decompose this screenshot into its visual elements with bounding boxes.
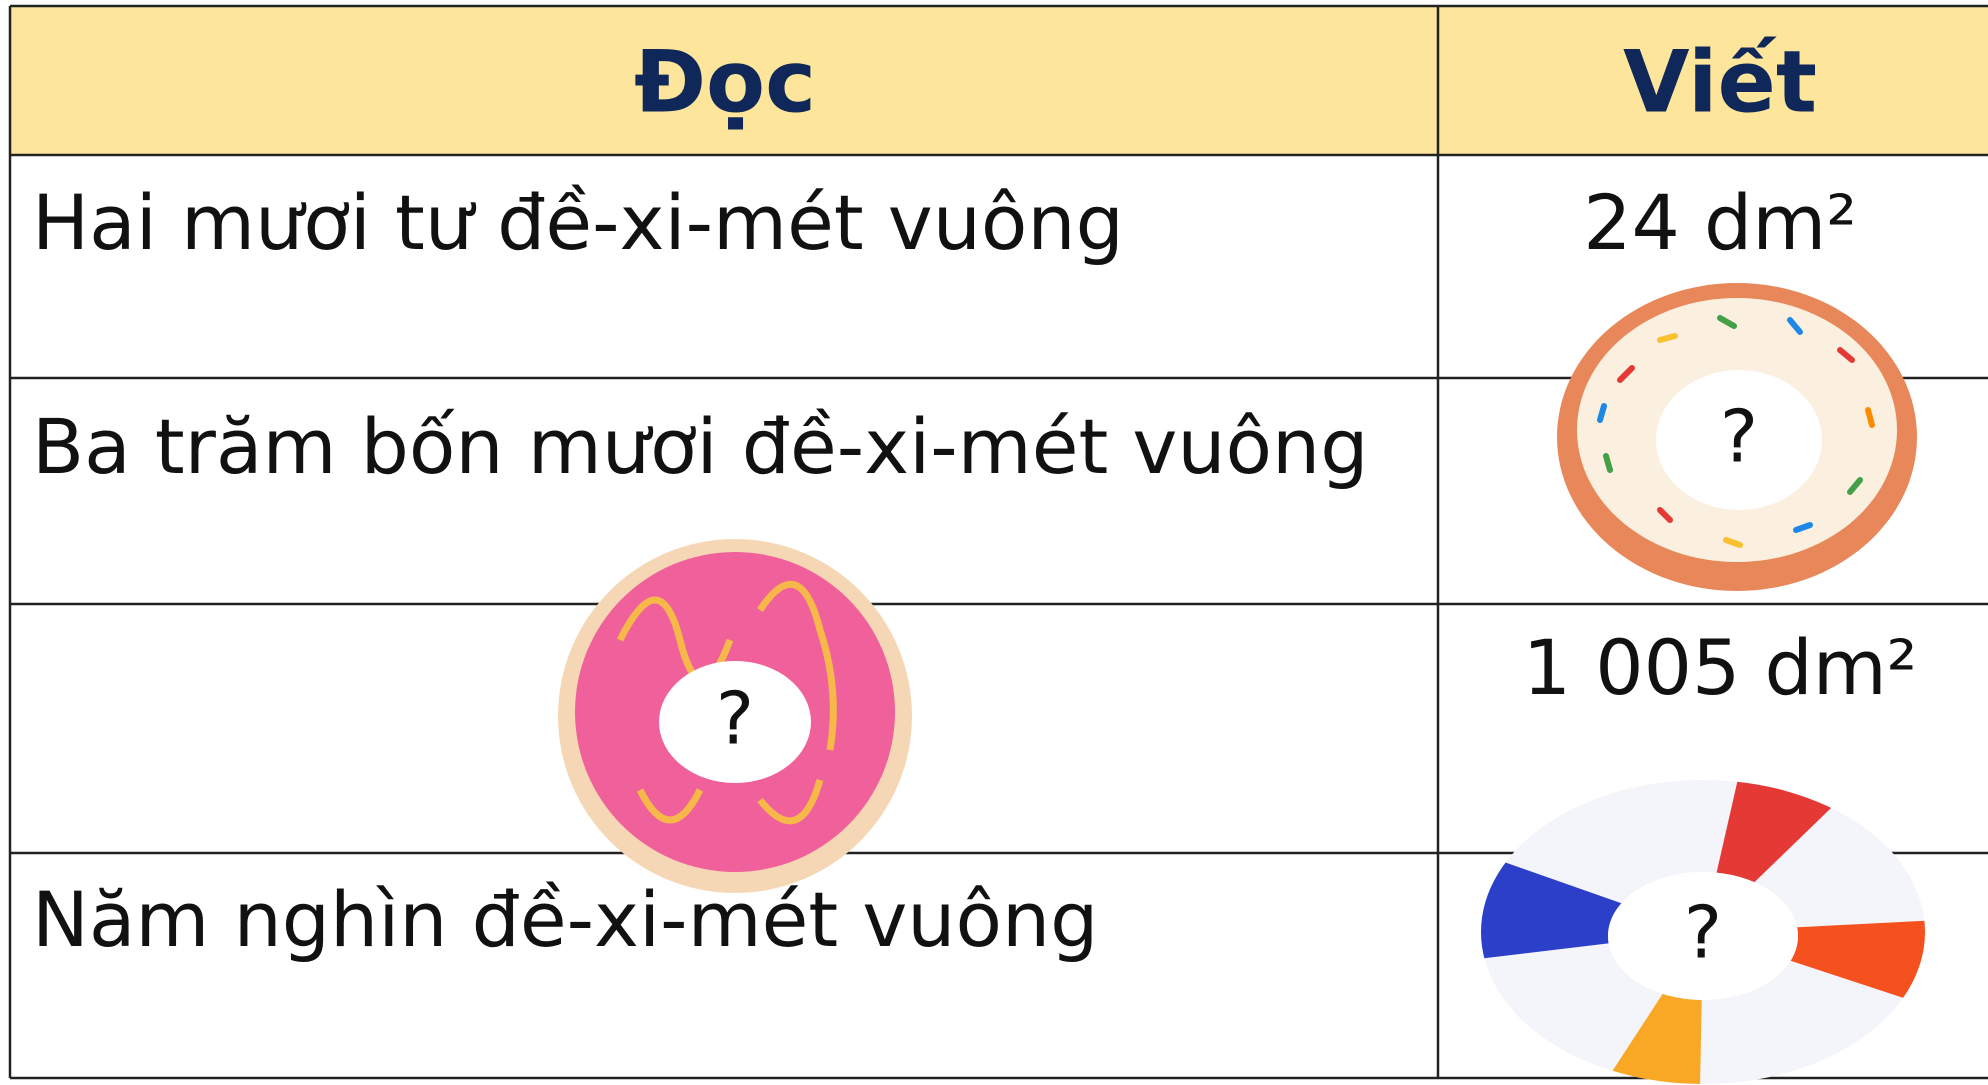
read-cell: Hai mươi tư đề-xi-mét vuông [32,178,1124,267]
read-cell: Năm nghìn đề-xi-mét vuông [32,875,1098,964]
donut-cover[interactable]: ? [558,539,912,893]
header-fill [10,6,1988,155]
hidden-answer: ? [1720,395,1758,479]
header-cell: Viết [1623,32,1817,132]
table-grid [8,4,1988,1080]
hidden-answer: ? [1684,891,1722,975]
swim-ring-cover[interactable]: ? [1470,770,1940,1085]
read-cell: Ba trăm bốn mươi đề-xi-mét vuông [32,402,1368,491]
write-cell: 1 005 dm² [1523,623,1917,712]
write-cell: 24 dm² [1583,178,1857,267]
header-cell: Đọc [634,32,816,132]
donut-cover[interactable]: ? [1557,283,1917,591]
hidden-answer: ? [716,677,754,761]
